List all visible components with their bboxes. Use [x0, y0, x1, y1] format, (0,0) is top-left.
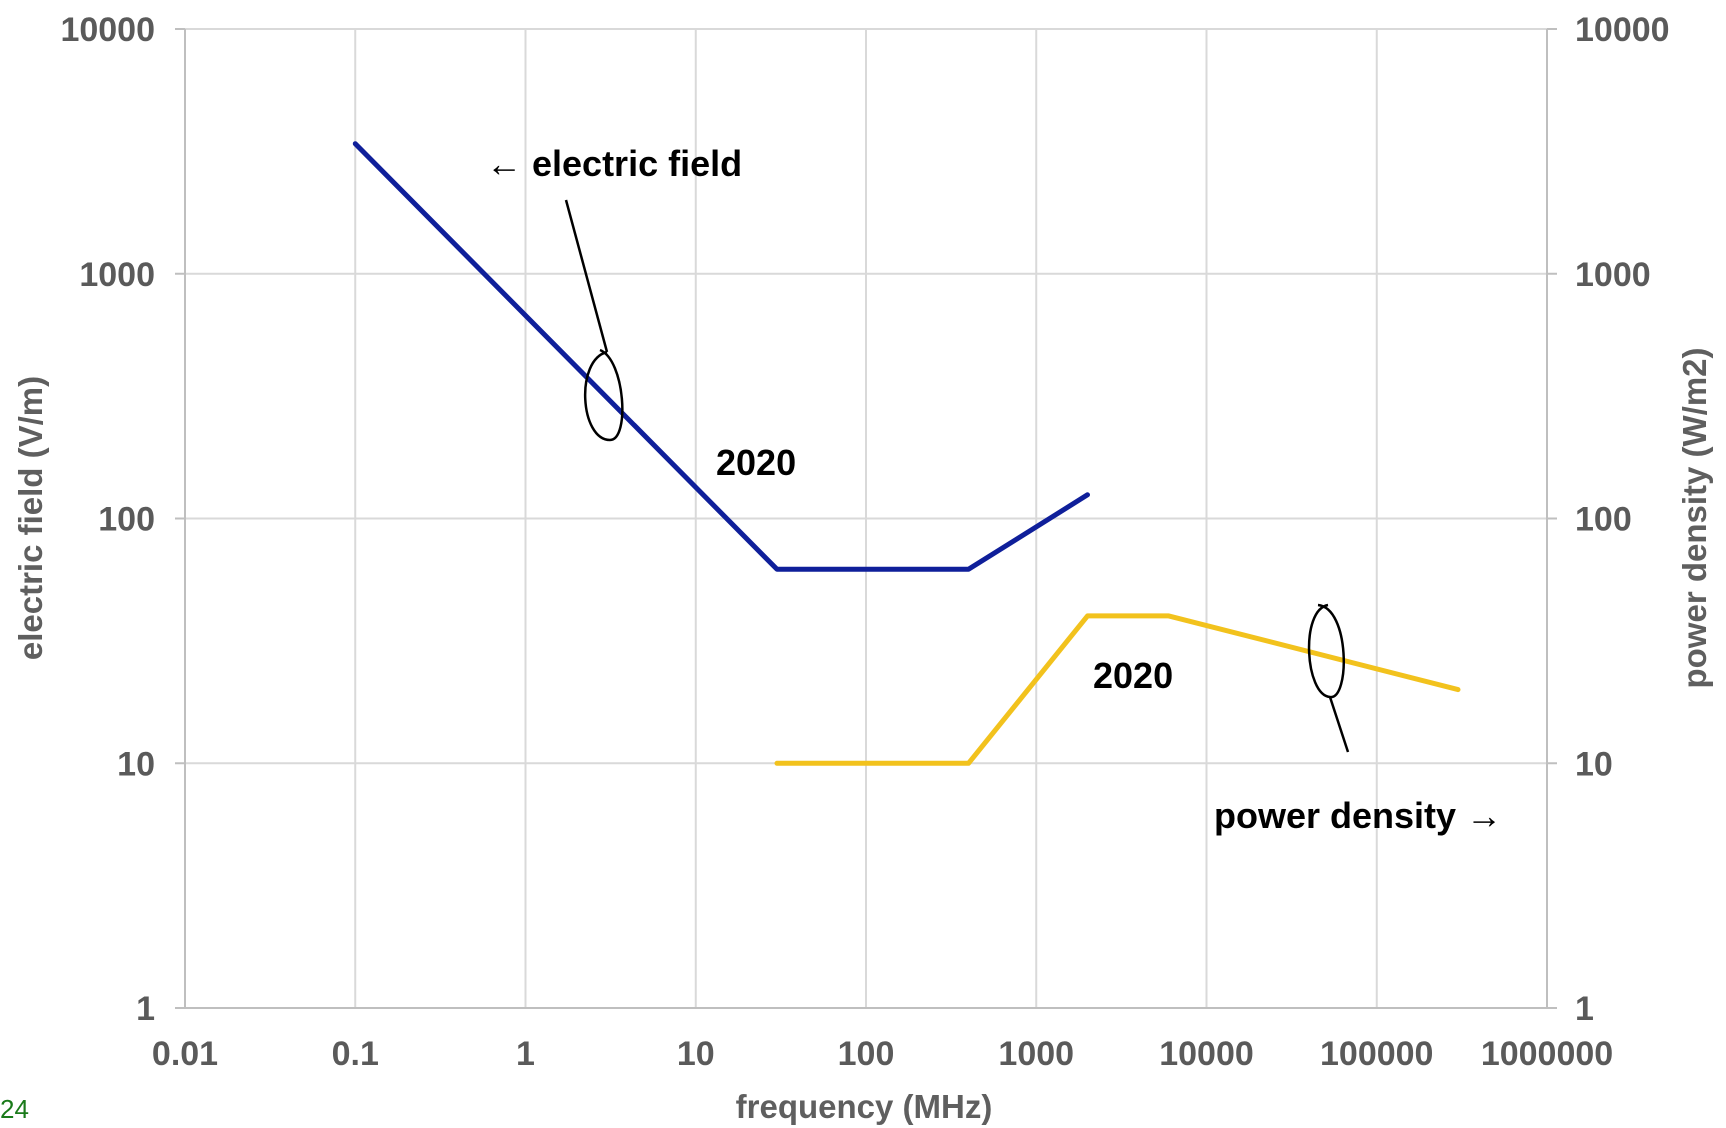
- y-tick-label: 1: [136, 990, 155, 1028]
- y-tick-label: 10000: [60, 11, 155, 49]
- power-density-line: [774, 613, 1461, 766]
- x-tick-label: 1: [516, 1035, 535, 1073]
- year-label-power-density: 2020: [1093, 655, 1173, 696]
- tick-labels: 0.01 0.1 1 10 100 1000 10000 100000 1000000 1 10 10…: [60, 11, 1669, 1073]
- electric-field-label: ← electric field: [486, 143, 742, 184]
- y2-tick-label: 1: [1575, 990, 1594, 1028]
- power-density-leader: [1307, 603, 1350, 753]
- year-label-electric-field: 2020: [716, 442, 796, 483]
- x-tick-label: 100: [838, 1035, 895, 1073]
- x-tick-label: 0.01: [152, 1035, 218, 1073]
- y2-axis-title: power density (W/m2): [1676, 347, 1713, 688]
- y2-tick-label: 1000: [1575, 256, 1651, 294]
- axes: [175, 28, 1557, 1009]
- x-tick-label: 1000000: [1481, 1035, 1613, 1073]
- y2-tick-label: 10000: [1575, 11, 1670, 49]
- x-tick-label: 10000: [1159, 1035, 1254, 1073]
- power-density-label: power density →: [1214, 795, 1502, 836]
- y-tick-label: 10: [117, 745, 155, 783]
- page-number: 24: [0, 1094, 29, 1124]
- electric-field-line: [352, 141, 1090, 572]
- x-tick-label: 100000: [1320, 1035, 1433, 1073]
- series-lines: [352, 141, 1461, 766]
- x-tick-label: 10: [677, 1035, 715, 1073]
- x-tick-label: 0.1: [332, 1035, 379, 1073]
- y-axis-title: electric field (V/m): [12, 376, 49, 660]
- electric-field-leader: [564, 199, 624, 442]
- x-axis-title: frequency (MHz): [736, 1088, 993, 1125]
- grid: [184, 28, 1548, 1009]
- y2-tick-label: 10: [1575, 745, 1613, 783]
- y-tick-label: 1000: [79, 256, 155, 294]
- y2-tick-label: 100: [1575, 501, 1632, 539]
- x-tick-label: 1000: [998, 1035, 1074, 1073]
- y-tick-label: 100: [98, 501, 155, 539]
